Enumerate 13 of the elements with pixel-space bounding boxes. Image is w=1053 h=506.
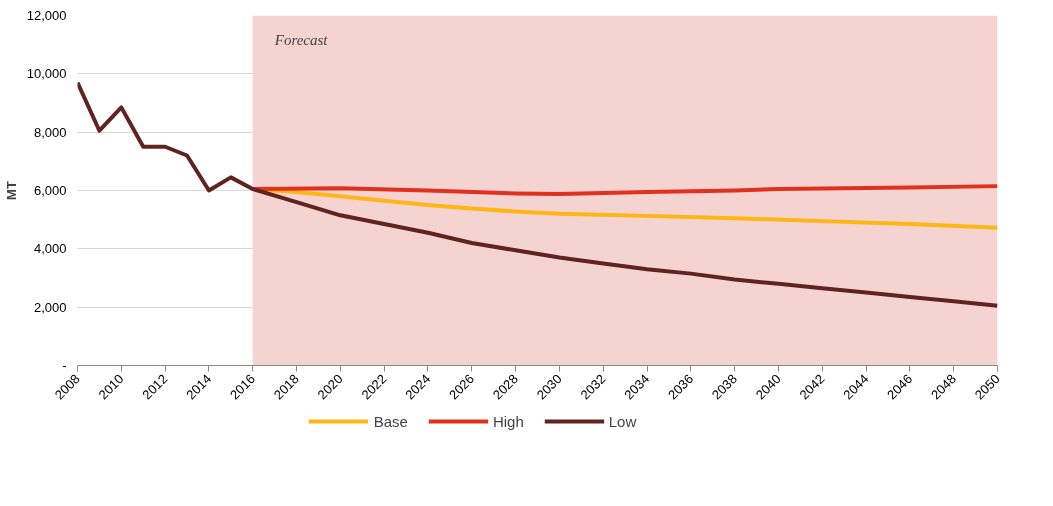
- y-tick-label: 2,000: [33, 299, 67, 315]
- y-tick-label: 8,000: [33, 124, 67, 140]
- legend-label: Base: [373, 412, 408, 430]
- y-tick-label: 12,000: [26, 8, 67, 23]
- y-tick-label: -: [62, 358, 67, 373]
- line-series: [77, 80, 998, 308]
- y-tick-label: 6,000: [33, 183, 67, 198]
- y-tick-label: 4,000: [33, 241, 67, 257]
- y-tick-label: 10,000: [26, 66, 67, 82]
- band-label: Forecast: [273, 31, 329, 48]
- legend-label: High: [492, 412, 524, 430]
- legend-label: Low: [608, 412, 637, 430]
- y-axis-title: MT: [3, 181, 19, 200]
